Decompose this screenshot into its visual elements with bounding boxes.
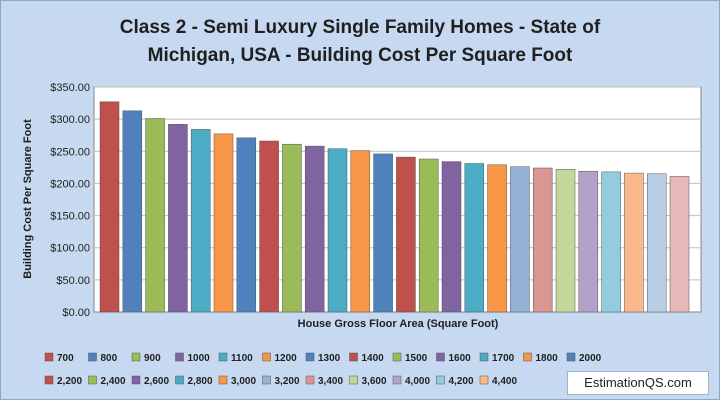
legend-label: 4,200 <box>449 376 474 387</box>
y-axis-ticks: $0.00 $50.00 $100.00 $150.00 $200.00 $250.00 $… <box>50 82 90 319</box>
legend-swatch <box>44 375 54 385</box>
legend-swatch <box>566 352 576 362</box>
bar <box>418 158 439 313</box>
legend-swatch <box>479 375 489 385</box>
legend-swatch <box>175 352 184 362</box>
bar <box>373 153 393 313</box>
bar <box>236 137 257 313</box>
legend-swatch <box>349 352 358 362</box>
legend-swatch <box>392 352 402 362</box>
bar <box>190 129 211 313</box>
legend-swatch <box>305 352 315 362</box>
bar <box>464 163 485 313</box>
legend-label: 3,600 <box>362 376 387 387</box>
bar <box>213 133 234 313</box>
chart-title: Class 2 - Semi Luxury Single Family Home… <box>20 14 700 70</box>
legend-swatch <box>523 352 532 362</box>
bar <box>145 118 165 313</box>
bar <box>624 172 644 313</box>
legend-label: 2000 <box>579 353 602 364</box>
bar <box>350 150 371 313</box>
legend-label: 1500 <box>405 353 428 364</box>
legend-label: 2,200 <box>57 376 82 387</box>
legend-label: 1200 <box>275 353 298 364</box>
chart-title-line-2: Michigan, USA - Building Cost Per Square… <box>147 45 573 66</box>
legend-label: 1800 <box>536 353 559 364</box>
y-axis-title: Building Cost Per Square Foot <box>22 119 34 279</box>
legend-swatch <box>218 375 228 385</box>
legend-swatch <box>218 352 228 362</box>
legend-label: 3,200 <box>275 376 300 387</box>
bar <box>282 143 302 313</box>
legend-swatch <box>436 375 445 385</box>
y-tick-label: $350.00 <box>50 82 90 94</box>
bar <box>669 176 690 313</box>
legend-label: 2,400 <box>101 376 126 387</box>
legend-swatch <box>392 375 402 385</box>
y-tick-label: $0.00 <box>62 307 90 319</box>
legend: 700 800 900 1000 1100 1200 1300 1400 1500 1600 170… <box>44 352 602 387</box>
legend-label: 700 <box>57 353 74 364</box>
bar <box>99 101 120 313</box>
legend-label: 1000 <box>188 353 211 364</box>
bar <box>304 145 325 313</box>
legend-label: 2,600 <box>144 376 169 387</box>
bars <box>99 101 690 313</box>
bar <box>441 161 462 313</box>
y-tick-label: $300.00 <box>50 114 90 126</box>
legend-swatch <box>349 375 358 385</box>
bar <box>578 170 599 313</box>
legend-label: 800 <box>101 353 118 364</box>
legend-label: 4,400 <box>492 376 517 387</box>
chart-title-line-1: Class 2 - Semi Luxury Single Family Home… <box>119 17 601 38</box>
legend-swatch <box>262 352 271 362</box>
bar <box>396 156 416 313</box>
legend-label: 1600 <box>449 353 472 364</box>
legend-label: 3,400 <box>318 376 343 387</box>
bar <box>532 167 553 313</box>
bar <box>487 164 507 313</box>
bar <box>555 169 576 313</box>
legend-label: 3,000 <box>231 376 256 387</box>
x-axis-title: House Gross Floor Area (Square Foot) <box>298 318 499 330</box>
legend-label: 1300 <box>318 353 341 364</box>
legend-swatch <box>88 375 97 385</box>
bar <box>168 124 188 313</box>
legend-swatch <box>262 375 271 385</box>
bar <box>510 166 530 313</box>
legend-label: 4,000 <box>405 376 430 387</box>
bar <box>259 140 279 313</box>
legend-label: 1100 <box>231 353 253 364</box>
y-tick-label: $100.00 <box>50 243 90 255</box>
legend-label: 900 <box>144 353 161 364</box>
legend-swatch <box>131 375 141 385</box>
legend-swatch <box>131 352 141 362</box>
legend-swatch <box>88 352 97 362</box>
legend-swatch <box>44 352 54 362</box>
y-tick-label: $200.00 <box>50 178 90 190</box>
bar <box>122 110 143 313</box>
y-tick-label: $150.00 <box>50 211 90 223</box>
watermark-logo: EstimationQS.com <box>567 371 709 395</box>
legend-swatch <box>305 375 315 385</box>
bar <box>327 148 348 313</box>
legend-swatch <box>436 352 445 362</box>
legend-swatch <box>479 352 489 362</box>
y-tick-label: $50.00 <box>56 275 90 287</box>
legend-label: 1700 <box>492 353 515 364</box>
legend-label: 2,800 <box>188 376 213 387</box>
legend-swatch <box>175 375 184 385</box>
bar <box>601 171 621 313</box>
y-tick-label: $250.00 <box>50 146 90 158</box>
bar <box>646 173 667 313</box>
legend-label: 1400 <box>362 353 385 364</box>
